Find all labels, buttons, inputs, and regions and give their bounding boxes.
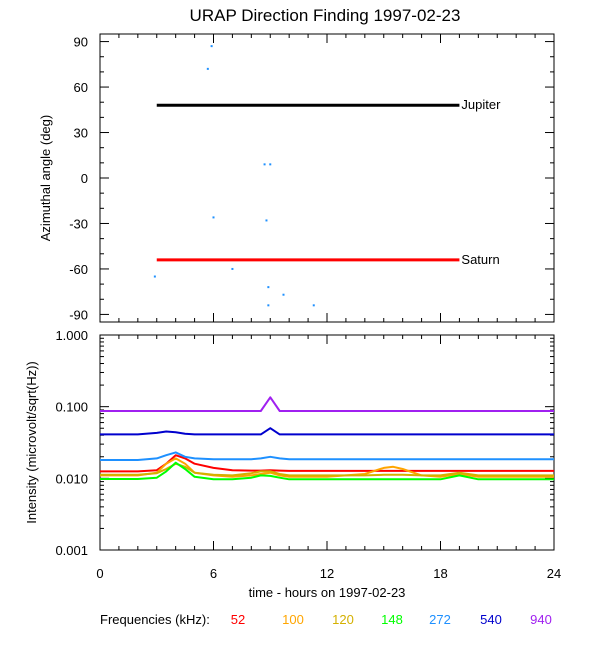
intensity-panel: 1.000 0.100 0.010 0.001 0 6 12 18 24 time - hours… — [24, 328, 561, 600]
frequency-legend-label: Frequencies (kHz): — [100, 612, 210, 627]
direction-point — [282, 293, 285, 296]
direction-point — [212, 216, 215, 219]
legend-entry-100: 100 — [282, 612, 304, 627]
series-line-52 — [100, 454, 554, 473]
series-line-272 — [100, 451, 554, 461]
y-tick-label: -90 — [69, 307, 88, 322]
legend-entry-540: 540 — [480, 612, 502, 627]
direction-point — [265, 219, 268, 222]
x-axis-label: time - hours on 1997-02-23 — [249, 585, 406, 600]
direction-point — [153, 275, 156, 278]
bottom-y-axis-label: Intensity (microvolt/sqrt(Hz)) — [24, 361, 39, 524]
y-tick-label: 30 — [74, 126, 88, 141]
x-tick-label: 0 — [96, 566, 103, 581]
x-tick-label: 24 — [547, 566, 561, 581]
direction-point — [269, 163, 272, 166]
direction-finding-panel: 90 60 30 0 -30 -60 -90 Azimuthal angle (deg) Jup… — [38, 33, 555, 323]
x-tick-label: 12 — [320, 566, 334, 581]
x-tick-label: 18 — [433, 566, 447, 581]
x-tick-label: 6 — [210, 566, 217, 581]
legend-entry-120: 120 — [332, 612, 354, 627]
bottom-panel-frame — [99, 334, 555, 551]
y-tick-label: -30 — [69, 216, 88, 231]
direction-point — [210, 45, 213, 48]
top-y-axis-label: Azimuthal angle (deg) — [38, 115, 53, 241]
y-tick-label: -60 — [69, 262, 88, 277]
legend-entry-940: 940 — [530, 612, 552, 627]
direction-point — [267, 286, 270, 289]
direction-point — [267, 304, 270, 307]
series-line-940 — [100, 396, 554, 412]
y-tick-label: 90 — [74, 35, 88, 50]
y-tick-label: 0 — [81, 171, 88, 186]
frequency-legend: Frequencies (kHz): 52 100 120 148 272 540 940 — [100, 612, 552, 627]
reference-label-jupiter: Jupiter — [461, 97, 501, 112]
direction-point — [231, 267, 234, 270]
direction-point — [263, 163, 266, 166]
legend-entry-148: 148 — [381, 612, 403, 627]
y-tick-label: 60 — [74, 80, 88, 95]
y-tick-label: 1.000 — [55, 328, 88, 343]
series-line-100 — [100, 457, 554, 478]
top-panel-frame — [99, 33, 555, 323]
legend-entry-272: 272 — [429, 612, 451, 627]
reference-label-saturn: Saturn — [461, 252, 499, 267]
y-tick-label: 0.001 — [55, 543, 88, 558]
chart-title: URAP Direction Finding 1997-02-23 — [190, 6, 461, 25]
legend-entry-52: 52 — [231, 612, 245, 627]
series-line-540 — [100, 427, 554, 436]
series-line-148 — [100, 461, 554, 481]
direction-point — [206, 67, 209, 70]
y-tick-label: 0.100 — [55, 400, 88, 415]
direction-point — [312, 304, 315, 307]
y-tick-label: 0.010 — [55, 471, 88, 486]
